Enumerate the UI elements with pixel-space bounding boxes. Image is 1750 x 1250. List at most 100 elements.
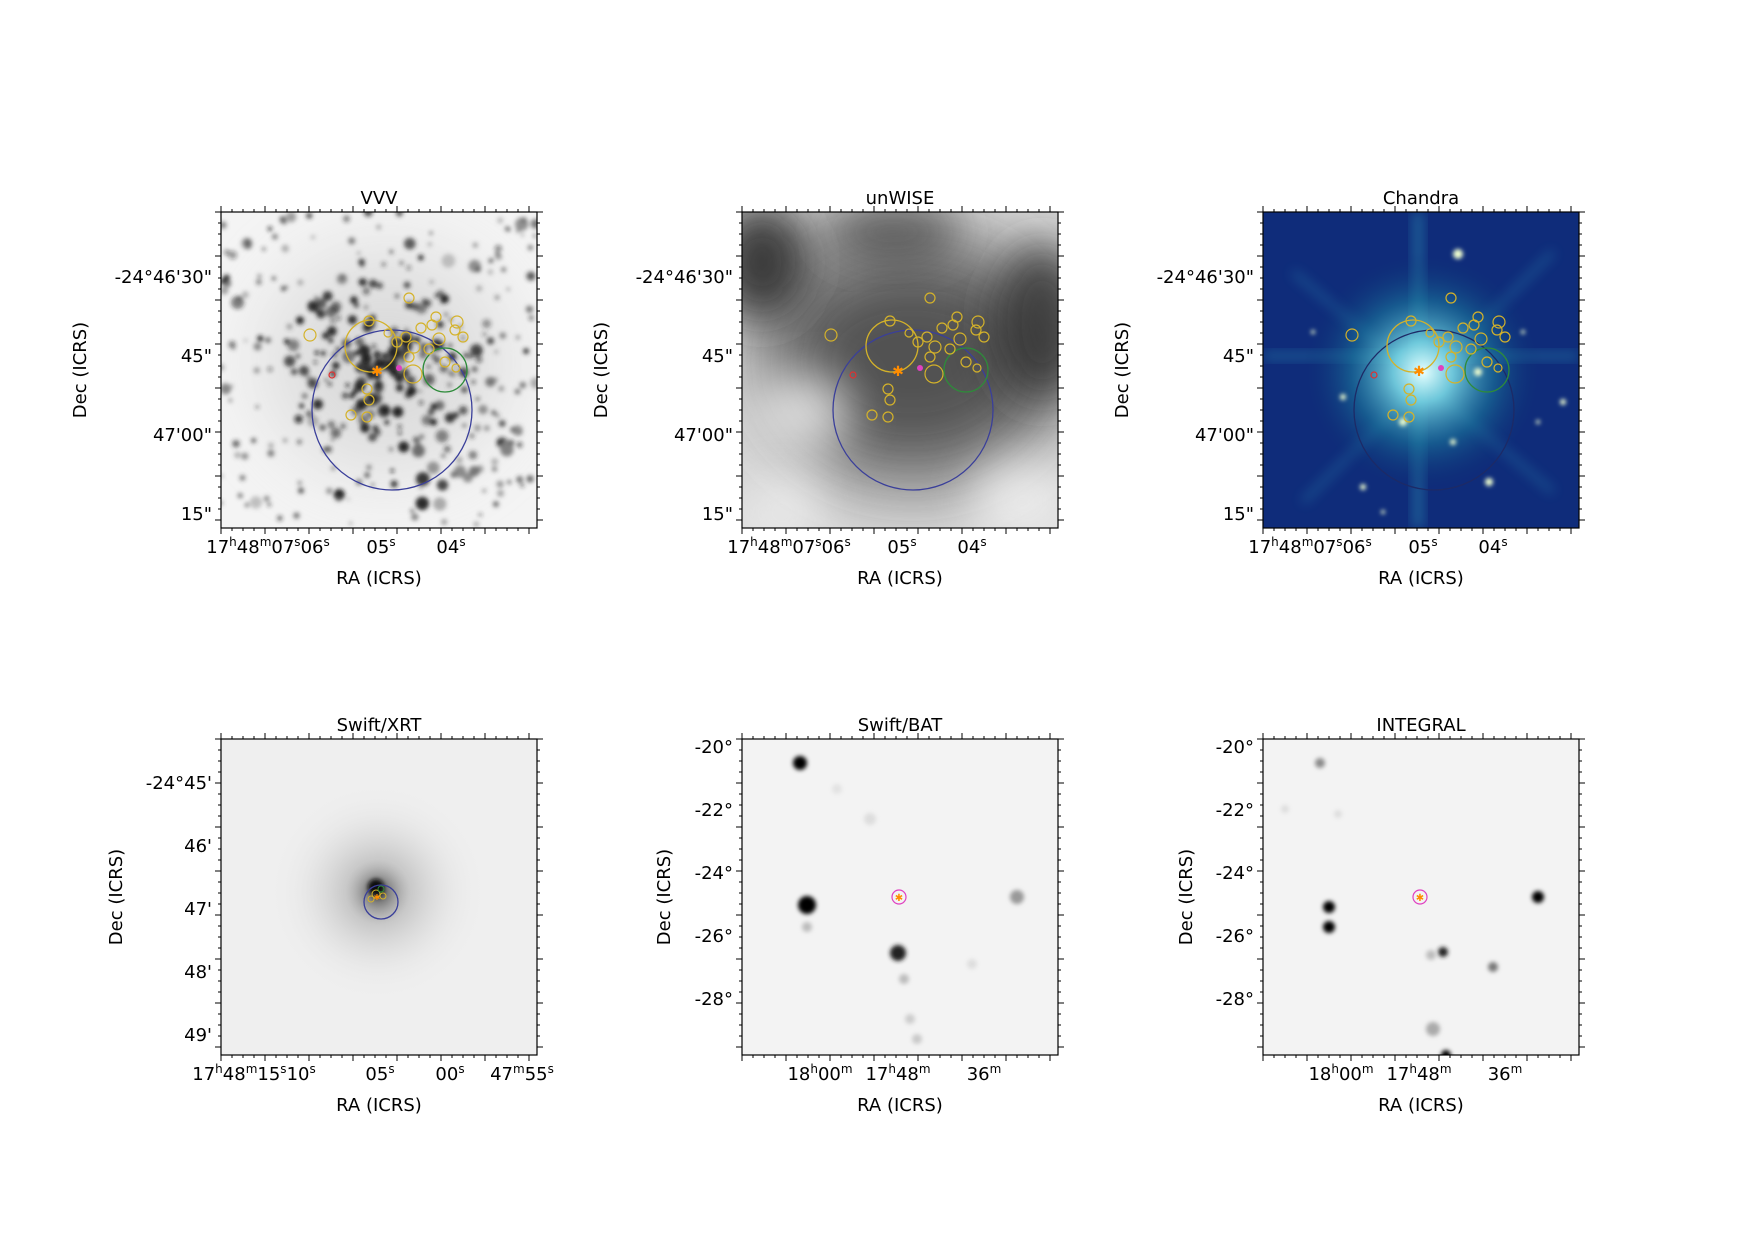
- red-marker: [328, 371, 336, 379]
- x-tick-label: 05s: [887, 535, 916, 558]
- y-tick-label: -20°: [1216, 737, 1254, 758]
- xray-source: [1453, 249, 1463, 259]
- orange-star-icon: ✱: [374, 893, 381, 902]
- star: [487, 269, 493, 275]
- star: [267, 366, 273, 372]
- star: [244, 502, 249, 508]
- catalog-circle: [439, 356, 451, 368]
- xray-source: [1399, 418, 1407, 426]
- star: [436, 479, 449, 491]
- star: [364, 472, 370, 478]
- star: [446, 382, 453, 388]
- y-tick-label: -24°45': [146, 773, 212, 794]
- star: [353, 350, 360, 356]
- star: [223, 279, 232, 288]
- star: [228, 250, 237, 260]
- catalog-circle: [1425, 328, 1435, 338]
- star: [501, 267, 507, 273]
- star: [491, 458, 499, 466]
- y-tick-label: 47'00": [1195, 425, 1254, 446]
- y-tick-label: -24°46'30": [115, 267, 212, 288]
- x-tick-label: 36m: [967, 1062, 1002, 1085]
- star: [363, 212, 373, 217]
- star: [281, 286, 287, 291]
- star: [348, 237, 356, 245]
- star: [516, 441, 523, 448]
- catalog-circle: [924, 364, 944, 384]
- panel-title: VVV: [361, 188, 399, 209]
- xray-source: [1381, 510, 1385, 514]
- star: [388, 447, 394, 452]
- star: [363, 305, 369, 310]
- star: [290, 368, 298, 376]
- star: [416, 302, 427, 314]
- catalog-circle: [904, 328, 914, 338]
- orange-star-icon: ✱: [1413, 364, 1425, 380]
- y-tick-label: -26°: [695, 926, 733, 947]
- star: [371, 343, 377, 349]
- star: [319, 424, 326, 431]
- xray-source: [1450, 439, 1456, 445]
- y-tick-label: -26°: [1216, 926, 1254, 947]
- star: [320, 350, 326, 356]
- star: [251, 438, 256, 443]
- catalog-circle: [423, 343, 435, 355]
- star: [383, 355, 388, 360]
- star: [389, 368, 399, 377]
- star: [491, 410, 497, 416]
- chandra-overlays: ✱: [1345, 292, 1515, 491]
- catalog-circle: [970, 324, 982, 336]
- star: [366, 464, 372, 470]
- x-axis-label: RA (ICRS): [336, 1095, 422, 1116]
- panel-title: unWISE: [866, 188, 935, 209]
- star: [343, 215, 350, 223]
- star: [439, 364, 448, 373]
- star: [241, 291, 249, 299]
- catalog-circle: [972, 363, 982, 373]
- star: [429, 280, 434, 284]
- catalog-circle: [430, 311, 442, 323]
- star: [379, 405, 390, 416]
- star: [221, 221, 227, 229]
- star: [358, 344, 371, 357]
- star: [433, 497, 447, 511]
- star: [418, 485, 423, 490]
- y-axis-label: Dec (ICRS): [654, 849, 675, 945]
- star: [448, 343, 453, 348]
- star: [430, 352, 437, 359]
- catalog-circle: [951, 311, 963, 323]
- star: [419, 434, 425, 440]
- star: [528, 272, 535, 280]
- star: [368, 432, 377, 442]
- star: [495, 253, 502, 260]
- star: [523, 348, 529, 354]
- star: [401, 340, 413, 352]
- star: [347, 315, 357, 325]
- star: [418, 400, 424, 405]
- y-axis-label: Dec (ICRS): [70, 322, 91, 418]
- catalog-circle: [921, 331, 933, 343]
- star: [299, 403, 305, 409]
- star: [373, 358, 382, 367]
- star: [468, 466, 480, 477]
- star: [453, 364, 458, 369]
- y-axis-label: Dec (ICRS): [591, 322, 612, 418]
- star: [515, 217, 529, 231]
- star: [441, 453, 446, 458]
- star: [476, 285, 483, 292]
- catalog-circle: [882, 383, 894, 395]
- star: [530, 377, 537, 389]
- star: [342, 350, 355, 364]
- star: [436, 321, 444, 328]
- star: [410, 509, 414, 513]
- star: [277, 515, 283, 521]
- star: [372, 425, 379, 432]
- panel-swift-xrt: ✱: [220, 738, 538, 1056]
- magenta-marker: [396, 365, 402, 371]
- star: [400, 360, 405, 365]
- catalog-circle: [407, 340, 421, 354]
- star: [395, 212, 403, 217]
- star: [268, 442, 274, 449]
- x-tick-label: 17h48m07s06s: [206, 535, 329, 558]
